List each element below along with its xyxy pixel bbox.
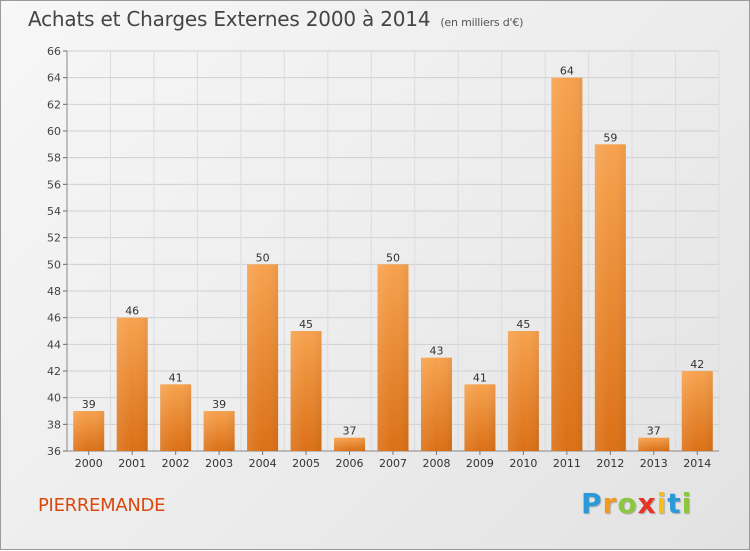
x-tick-label: 2007 [379,457,407,470]
data-label: 41 [169,371,183,384]
bar-shade [551,77,583,452]
x-tick-label: 2009 [466,457,494,470]
data-label: 45 [516,318,530,331]
x-tick-label: 2000 [75,457,103,470]
data-label: 50 [256,251,270,264]
x-tick-label: 2003 [205,457,233,470]
x-axis: 2000 2001 2002 2003 2004 2005 2006 2007 2008 2009… [75,451,711,470]
logo-letter: o [617,487,638,520]
bar-shade [638,437,670,451]
logo-letter: x [637,487,657,520]
y-tick-label: 54 [47,205,61,218]
y-tick-label: 56 [47,178,61,191]
data-label: 43 [429,345,443,358]
x-tick-label: 2012 [596,457,624,470]
chart-title: Achats et Charges Externes 2000 à 2014 [28,7,431,31]
bar-shade [116,317,148,451]
data-label: 41 [473,371,487,384]
bar-shade [247,264,279,451]
place-name: PIERREMANDE [38,495,166,516]
y-tick-label: 46 [47,312,61,325]
y-tick-label: 44 [47,338,61,351]
data-label: 59 [603,131,617,144]
data-label: 42 [690,358,704,371]
bar-shade [464,384,496,451]
x-tick-label: 2002 [162,457,190,470]
data-label: 64 [560,65,574,78]
bar-shade [507,331,539,451]
data-label: 37 [343,425,357,438]
x-tick-label: 2001 [118,457,146,470]
data-label: 46 [125,305,139,318]
bar-shade [290,331,322,451]
data-labels: 39 46 41 39 50 45 37 50 43 41 45 64 59 37 42 [82,65,705,438]
bar-shade [334,437,366,451]
x-tick-label: 2013 [640,457,668,470]
logo-letter: P [581,487,603,520]
data-label: 45 [299,318,313,331]
y-tick-label: 50 [47,258,61,271]
y-tick-label: 62 [47,98,61,111]
x-tick-label: 2005 [292,457,320,470]
bars [73,77,713,452]
y-tick-label: 64 [47,72,61,85]
logo-letter: i [681,487,693,520]
y-tick-label: 38 [47,418,61,431]
bar-shade [73,411,105,451]
y-tick-label: 60 [47,125,61,138]
y-tick-label: 66 [47,45,61,58]
logo-letter: i [656,487,668,520]
x-tick-label: 2006 [336,457,364,470]
proxiti-logo: Proxiti [581,487,692,520]
y-tick-label: 48 [47,285,61,298]
x-tick-label: 2008 [422,457,450,470]
logo-letter: t [667,487,682,520]
bar-shade [160,384,192,451]
x-tick-label: 2004 [249,457,277,470]
data-label: 39 [212,398,226,411]
data-label: 37 [647,425,661,438]
logo-letter: r [602,487,618,520]
chart-title-block: Achats et Charges Externes 2000 à 2014 (e… [28,7,523,31]
y-tick-label: 42 [47,365,61,378]
y-tick-label: 36 [47,445,61,458]
x-tick-label: 2014 [683,457,711,470]
y-tick-label: 58 [47,152,61,165]
bar-shade [203,411,235,451]
bar-shade [681,371,713,451]
bar-shade [594,144,626,452]
chart-subtitle: (en milliers d'€) [440,16,524,29]
y-tick-label: 40 [47,392,61,405]
data-label: 39 [82,398,96,411]
bar-shade [420,357,452,451]
x-tick-label: 2011 [553,457,581,470]
bar-shade [377,264,409,451]
y-tick-label: 52 [47,232,61,245]
x-tick-label: 2010 [509,457,537,470]
data-label: 50 [386,251,400,264]
